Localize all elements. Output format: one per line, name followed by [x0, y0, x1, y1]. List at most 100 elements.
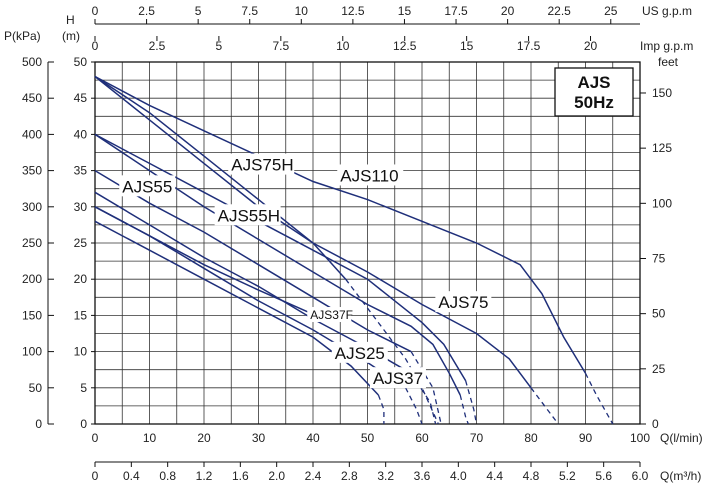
y-head-tick-label: 35	[74, 164, 88, 178]
title-box-frame	[554, 67, 634, 117]
x-impgpm-tick-label: 15	[460, 39, 474, 53]
label-bg	[435, 291, 492, 313]
curve-dashed-ajs110	[584, 373, 614, 425]
x-m3h-tick-label: 1.6	[232, 469, 249, 483]
y-head-tick-label: 15	[74, 308, 88, 322]
y-pressure-tick-label: 450	[22, 91, 42, 105]
y-head-tick-label: 10	[74, 345, 88, 359]
x-lmin-tick-label: 90	[579, 431, 593, 445]
x-usgpm-tick-label: 22.5	[548, 4, 572, 18]
label-ajs55h: AJS55H	[218, 206, 280, 225]
label-ajs75: AJS75	[438, 293, 488, 312]
x-m3h-tick-label: 2.4	[305, 469, 322, 483]
y-feet-tick-label: 0	[652, 417, 659, 431]
x-m3h-tick-label: 0.4	[123, 469, 140, 483]
x-impgpm-tick-label: 7.5	[272, 39, 289, 53]
label-ajs37: AJS37	[373, 369, 423, 388]
label-bg	[369, 367, 426, 389]
y-feet-title: feet	[658, 55, 679, 69]
label-bg	[214, 204, 281, 226]
label-ajs75h: AJS75H	[231, 156, 293, 175]
x-lmin-tick-label: 60	[415, 431, 429, 445]
curve-unlabeled-9	[94, 75, 532, 389]
label-bg	[228, 153, 295, 175]
label-bg	[337, 164, 404, 186]
x-m3h-tick-label: 2.0	[268, 469, 285, 483]
y-pressure-tick-label: 100	[22, 345, 42, 359]
x-m3h-tick-label: 5.2	[559, 469, 576, 483]
x-m3h-tick-label: 0.8	[159, 469, 176, 483]
curve-dashed-ajs75	[464, 380, 478, 425]
curve-dashed-unlabeled-9	[530, 387, 559, 425]
y-feet-tick-label: 100	[652, 196, 672, 210]
curves	[94, 75, 614, 425]
x-lmin-title: Q(l/min)	[660, 431, 703, 445]
x-usgpm-tick-label: 12.5	[341, 4, 365, 18]
curve-ajs25	[94, 220, 379, 396]
y-pressure-tick-label: 200	[22, 272, 42, 286]
curve-unlabeled-8	[94, 133, 461, 396]
y-head-tick-label: 0	[80, 417, 87, 431]
x-usgpm-tick-label: 7.5	[241, 4, 258, 18]
y-feet-tick-label: 125	[652, 141, 672, 155]
grid	[94, 61, 641, 425]
y-pressure-tick-label: 500	[22, 55, 42, 69]
x-impgpm-tick-label: 5	[216, 39, 223, 53]
label-ajs55: AJS55	[122, 177, 172, 196]
title-box-line2: 50Hz	[574, 93, 614, 112]
curve-labels: AJS25 AJS37 AJS37F AJS55 AJS55H AJS75 AJS75H AJ…	[119, 153, 492, 389]
curve-dashed-ajs75h	[345, 278, 439, 425]
x-lmin-tick-label: 0	[92, 431, 99, 445]
x-lmin-tick-label: 100	[630, 431, 650, 445]
y-feet-tick-label: 25	[652, 362, 666, 376]
y-head-title: H	[66, 13, 75, 27]
x-impgpm-tick-label: 17.5	[517, 39, 541, 53]
y-feet-tick-label: 150	[652, 86, 672, 100]
label-ajs37f: AJS37F	[310, 308, 353, 322]
curve-ajs110	[94, 75, 587, 374]
y-head-tick-label: 25	[74, 236, 88, 250]
x-usgpm-tick-label: 25	[604, 4, 618, 18]
x-impgpm-title: Imp g.p.m	[640, 39, 693, 53]
label-bg	[331, 341, 388, 363]
x-impgpm-tick-label: 10	[336, 39, 350, 53]
x-m3h-title: Q(m³/h)	[660, 469, 701, 483]
label-bg	[307, 307, 352, 323]
x-m3h-tick-label: 5.6	[595, 469, 612, 483]
y-pressure-tick-label: 350	[22, 164, 42, 178]
x-m3h-tick-label: 4.8	[523, 469, 540, 483]
y-head-tick-label: 45	[74, 91, 88, 105]
x-usgpm-tick-label: 17.5	[444, 4, 468, 18]
curve-ajs75h	[94, 75, 347, 280]
x-usgpm-tick-label: 15	[398, 4, 412, 18]
axes: 0510152025303540455005010015020025030035…	[4, 4, 703, 483]
curve-ajs37f	[94, 206, 308, 313]
y-head-tick-label: 20	[74, 272, 88, 286]
x-lmin-tick-label: 40	[306, 431, 320, 445]
label-ajs110: AJS110	[340, 166, 398, 185]
label-ajs25: AJS25	[335, 344, 385, 363]
x-impgpm-tick-label: 2.5	[149, 39, 166, 53]
x-usgpm-tick-label: 2.5	[138, 4, 155, 18]
curve-dashed-ajs25	[377, 394, 385, 424]
x-usgpm-tick-label: 0	[92, 4, 99, 18]
y-pressure-title: P(kPa)	[4, 29, 41, 43]
x-lmin-tick-label: 10	[143, 431, 157, 445]
y-head-tick-label: 5	[80, 381, 87, 395]
y-pressure-tick-label: 300	[22, 200, 42, 214]
curve-dashed-unlabeled-8	[459, 394, 469, 425]
curve-ajs75	[94, 133, 467, 381]
x-impgpm-tick-label: 20	[584, 39, 598, 53]
x-m3h-tick-label: 2.8	[341, 469, 358, 483]
x-usgpm-tick-label: 20	[501, 4, 515, 18]
x-lmin-tick-label: 50	[361, 431, 375, 445]
x-lmin-tick-label: 70	[470, 431, 484, 445]
y-pressure-tick-label: 150	[22, 308, 42, 322]
y-pressure-tick-label: 400	[22, 127, 42, 141]
curve-ajs55h	[94, 169, 412, 353]
y-head-tick-label: 40	[74, 127, 88, 141]
curve-dashed-ajs55h	[410, 351, 442, 425]
y-head-tick-label: 50	[74, 55, 88, 69]
